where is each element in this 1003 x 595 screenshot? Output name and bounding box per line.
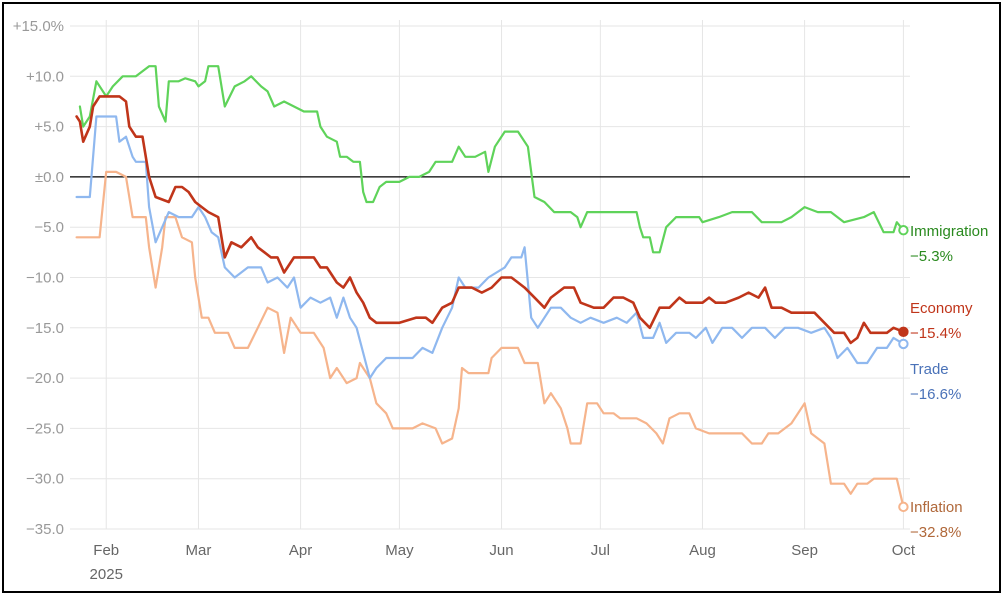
series-name-inflation: Inflation [910, 499, 963, 516]
series-line-economy [75, 95, 905, 345]
series-name-trade: Trade [910, 361, 949, 378]
x-tick-label: Jul [591, 542, 610, 559]
series-name-immigration: Immigration [910, 223, 988, 240]
series-line-inflation [75, 170, 905, 508]
x-tick-label: Apr [289, 542, 312, 559]
y-tick-label: −5.0 [34, 219, 64, 236]
x-axis-ticks: Feb 2025 Mar Apr May Jun Jul Aug Sep Oct [90, 542, 916, 583]
x-tick-sublabel: 2025 [90, 566, 123, 583]
y-tick-label: +15.0% [13, 18, 64, 35]
series-line-immigration [78, 65, 905, 254]
x-tick-label: Feb [93, 542, 119, 559]
y-tick-label: ±0.0 [35, 169, 64, 186]
y-tick-label: +10.0 [26, 68, 64, 85]
series-line-trade [75, 115, 905, 380]
y-tick-label: −35.0 [26, 521, 64, 538]
series-end-labels: Inflation −32.8% Trade −16.6% Immigration −5.… [910, 223, 988, 541]
series-end-marker-inflation [898, 501, 909, 513]
series-end-marker-immigration [898, 225, 909, 236]
series-lines [75, 65, 909, 513]
x-tick-label: Jun [489, 542, 513, 559]
y-axis-ticks: +15.0% +10.0 +5.0 ±0.0 −5.0 −10.0 −15.0 −20.0 −2… [13, 18, 64, 538]
x-tick-label: Sep [791, 542, 818, 559]
y-tick-label: +5.0 [34, 119, 64, 136]
series-value-trade: −16.6% [910, 386, 961, 403]
x-tick-label: May [385, 542, 414, 559]
series-end-marker-trade [898, 338, 909, 350]
series-name-economy: Economy [910, 300, 973, 317]
series-value-inflation: −32.8% [910, 524, 961, 541]
y-tick-label: −20.0 [26, 370, 64, 387]
y-tick-label: −15.0 [26, 320, 64, 337]
series-value-economy: −15.4% [910, 325, 961, 342]
grid [70, 20, 910, 530]
series-value-immigration: −5.3% [910, 248, 953, 265]
y-tick-label: −10.0 [26, 270, 64, 287]
x-tick-label: Mar [186, 542, 212, 559]
series-end-marker-economy [898, 326, 909, 338]
y-tick-label: −25.0 [26, 420, 64, 437]
x-tick-label: Aug [689, 542, 716, 559]
y-tick-label: −30.0 [26, 471, 64, 488]
x-tick-label: Oct [892, 542, 916, 559]
